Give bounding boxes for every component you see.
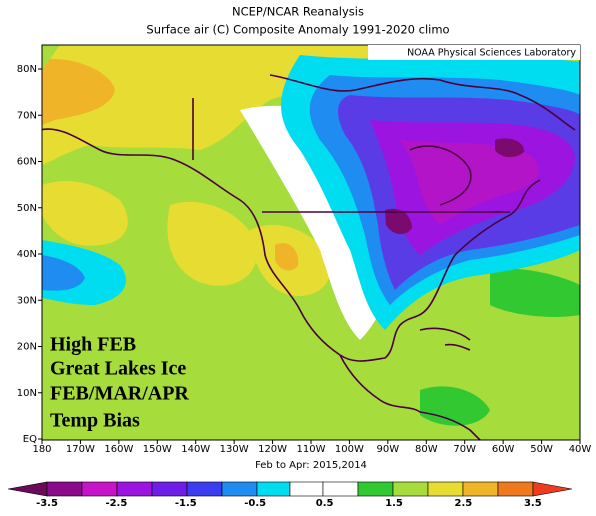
lon-label: 160W xyxy=(104,444,133,455)
credit-box xyxy=(368,45,580,60)
colorbar-segment xyxy=(357,481,394,497)
lat-label: 80N xyxy=(17,64,37,75)
figure-subtitle: Surface air (C) Composite Anomaly 1991-2… xyxy=(146,23,449,37)
lat-label: 20N xyxy=(17,342,37,353)
border xyxy=(192,98,510,213)
colorbar-label: 3.5 xyxy=(524,498,542,509)
lat-label: 30N xyxy=(17,295,37,306)
colorbar-segment xyxy=(221,481,258,497)
colorbar-segment xyxy=(322,481,359,497)
colorbar-segment xyxy=(392,481,429,497)
lon-label: 90W xyxy=(377,444,400,455)
coastline xyxy=(269,74,576,131)
figure-title: NCEP/NCAR Reanalysis xyxy=(232,5,364,19)
neutral-warm-region xyxy=(490,268,580,317)
coastline xyxy=(42,128,541,362)
colorbar-segment xyxy=(186,481,223,497)
colorbar-label: 2.5 xyxy=(455,498,473,509)
colorbar-high-extension xyxy=(532,481,573,497)
overlay-line: FEB/MAR/APR xyxy=(50,383,189,405)
lon-label: 70W xyxy=(453,444,476,455)
lat-label: 50N xyxy=(17,203,37,214)
colorbar xyxy=(7,481,573,497)
colorbar-segment xyxy=(462,481,499,497)
colorbar-segment xyxy=(81,481,118,497)
anomaly-field xyxy=(42,45,580,440)
colorbar-label: 0.5 xyxy=(316,498,334,509)
field-edge xyxy=(42,45,60,70)
overlay-line: Temp Bias xyxy=(50,410,140,432)
lon-label: 140W xyxy=(181,444,210,455)
colorbar-segment xyxy=(151,481,188,497)
lon-label: 150W xyxy=(143,444,172,455)
lat-label: 10N xyxy=(17,388,37,399)
colorbar-segment xyxy=(46,481,83,497)
lat-label: 60N xyxy=(17,157,37,168)
warmer-region xyxy=(42,59,115,125)
lon-label: 40W xyxy=(569,444,592,455)
coastline xyxy=(339,354,481,440)
lon-label: 180 xyxy=(32,444,51,455)
lat-label: 40N xyxy=(17,249,37,260)
lon-label: 120W xyxy=(258,444,287,455)
lon-label: 110W xyxy=(297,444,326,455)
coastline xyxy=(409,145,472,206)
colorbar-label: -3.5 xyxy=(36,498,58,509)
colorbar-segment xyxy=(427,481,464,497)
colorbar-label: -0.5 xyxy=(244,498,266,509)
overlay-line: Great Lakes Ice xyxy=(50,358,186,380)
warm-region xyxy=(42,180,128,246)
overlay-line: High FEB xyxy=(50,334,136,356)
colorbar-label: -1.5 xyxy=(175,498,197,509)
extreme-cold-core xyxy=(495,138,525,158)
lon-label: 170W xyxy=(66,444,95,455)
cooler-region xyxy=(42,255,85,291)
credit: NOAA Physical Sciences Laboratory xyxy=(407,48,576,59)
lat-label: EQ xyxy=(23,434,37,445)
warmer-region xyxy=(275,243,299,271)
tropical-region xyxy=(42,390,580,440)
lon-label: 100W xyxy=(335,444,364,455)
lon-label: 130W xyxy=(220,444,249,455)
warm-region xyxy=(167,201,258,286)
extreme-cold-core xyxy=(385,208,412,235)
colorbar-labels: -3.5 -2.5 -1.5 -0.5 0.5 1.5 2.5 3.5 xyxy=(36,498,542,509)
period-caption: Feb to Apr: 2015,2014 xyxy=(255,460,367,471)
lon-label: 60W xyxy=(492,444,515,455)
colorbar-segment xyxy=(256,481,291,497)
colorbar-segment xyxy=(497,481,534,497)
coastline xyxy=(419,327,471,351)
lat-label: 70N xyxy=(17,110,37,121)
colorbar-segment xyxy=(289,481,324,497)
colorbar-label: -2.5 xyxy=(105,498,127,509)
colorbar-segment xyxy=(116,481,153,497)
colorbar-low-extension xyxy=(7,481,48,497)
lon-label: 50W xyxy=(530,444,553,455)
lon-label: 80W xyxy=(415,444,438,455)
colorbar-label: 1.5 xyxy=(385,498,403,509)
